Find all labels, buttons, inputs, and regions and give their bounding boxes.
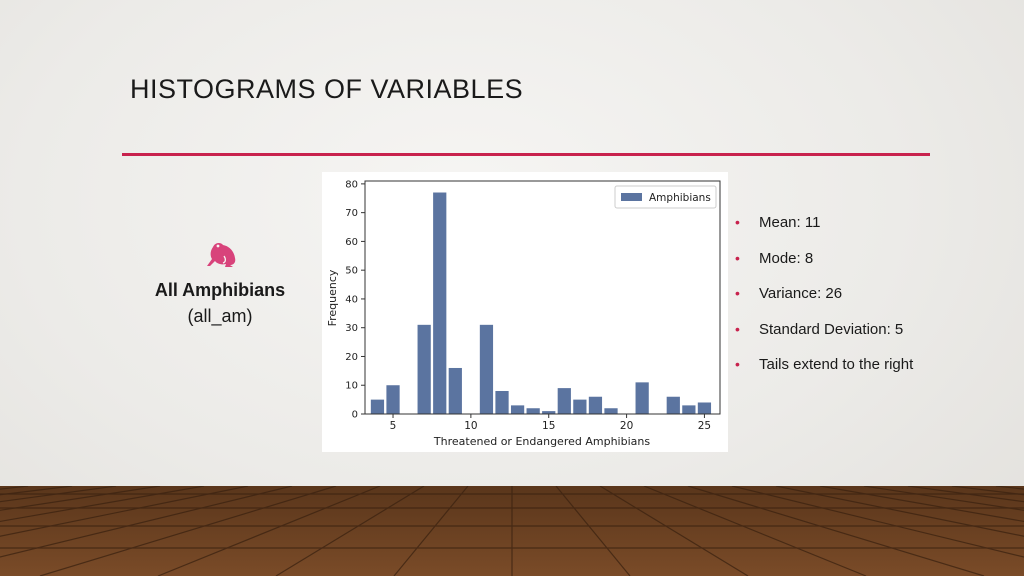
bullet-icon: • [735,320,740,337]
histogram-bar [417,324,431,414]
histogram-bar [370,399,385,414]
stat-text: Standard Deviation: 5 [759,320,904,338]
slide-title: HISTOGRAMS OF VARIABLES [130,74,524,104]
stat-item: • Mode: 8 [735,249,913,285]
histogram-bar [433,192,447,414]
histogram-bar [557,388,571,414]
frog-icon [207,242,236,267]
x-axis-label: Threatened or Endangered Amphibians [433,435,650,448]
y-axis-label: Frequency [326,269,339,326]
histogram-bar [526,408,540,414]
legend-box [614,185,717,209]
x-tick-label: 5 [390,420,397,432]
y-tick-label: 80 [345,179,358,190]
wood-floor [0,486,1024,576]
y-tick-label: 40 [345,294,358,305]
legend-swatch [621,193,642,201]
histogram-bar [682,405,696,414]
histogram-chart: 5 10 15 20 25 0 10 20 30 40 50 60 70 80 Threatened o… [322,172,728,452]
histogram-bar [479,324,494,414]
x-tick-label: 10 [464,420,477,432]
y-tick-label: 30 [345,323,358,334]
stats-list: • Mean: 11 • Mode: 8 • Variance: 26 • Standa… [735,213,913,391]
histogram-bar [542,411,556,414]
stat-text: Mean: 11 [759,214,821,231]
histogram-bar [573,399,587,414]
stat-item: • Mean: 11 [735,213,913,249]
stat-item: • Variance: 26 [735,284,913,320]
bullet-icon: • [735,249,740,266]
stat-text: Variance: 26 [759,285,843,302]
variable-code: (all_am) [187,306,253,326]
plot-frame [364,180,721,415]
floor-planks [0,486,1024,576]
histogram-bar [635,382,649,414]
histogram-bar [697,402,712,414]
y-tick-label: 70 [345,208,358,219]
stat-text: Tails extend to the right [759,356,914,373]
bullet-icon: • [735,214,740,230]
bullet-icon: • [735,285,740,301]
variable-label: All Amphibians [154,280,286,300]
histogram-bar [495,390,509,414]
histogram-bar [386,385,400,414]
y-tick-label: 10 [345,381,358,392]
bullet-icon: • [735,356,740,372]
histogram-bar [666,396,680,414]
histogram-bar [448,367,462,414]
histogram-bar [510,405,525,414]
stat-item: • Standard Deviation: 5 [735,320,913,356]
y-tick-label: 0 [352,410,358,421]
x-tick-label: 25 [698,420,711,432]
x-tick-label: 20 [620,420,633,432]
y-tick-label: 20 [345,352,358,363]
stat-item: • Tails extend to the right [735,355,913,391]
y-tick-label: 50 [345,266,358,277]
y-tick-label: 60 [345,237,358,248]
stat-text: Mode: 8 [759,249,814,267]
legend: Amphibians [614,185,717,209]
x-tick-label: 15 [542,420,555,432]
histogram-bar [588,396,603,414]
legend-label: Amphibians [649,192,711,204]
histogram-bar [604,408,618,414]
title-divider [122,153,930,156]
